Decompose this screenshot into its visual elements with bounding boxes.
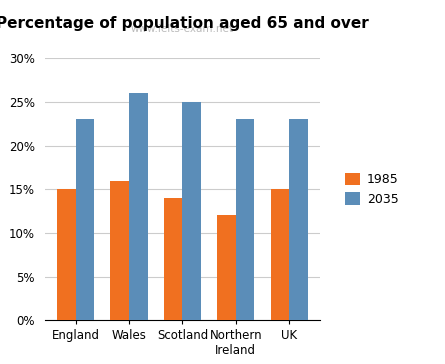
Bar	[164, 198, 182, 320]
Bar	[289, 119, 308, 320]
Bar	[182, 102, 201, 320]
Bar	[129, 93, 148, 320]
Bar	[57, 189, 76, 320]
Bar	[217, 215, 236, 320]
Legend: 1985, 2035: 1985, 2035	[340, 167, 404, 211]
Title: Percentage of population aged 65 and over: Percentage of population aged 65 and ove…	[0, 16, 369, 31]
Bar	[110, 181, 129, 320]
Bar	[271, 189, 289, 320]
Bar	[76, 119, 94, 320]
Text: www.ielts-exam.net: www.ielts-exam.net	[131, 24, 234, 34]
Bar	[236, 119, 255, 320]
